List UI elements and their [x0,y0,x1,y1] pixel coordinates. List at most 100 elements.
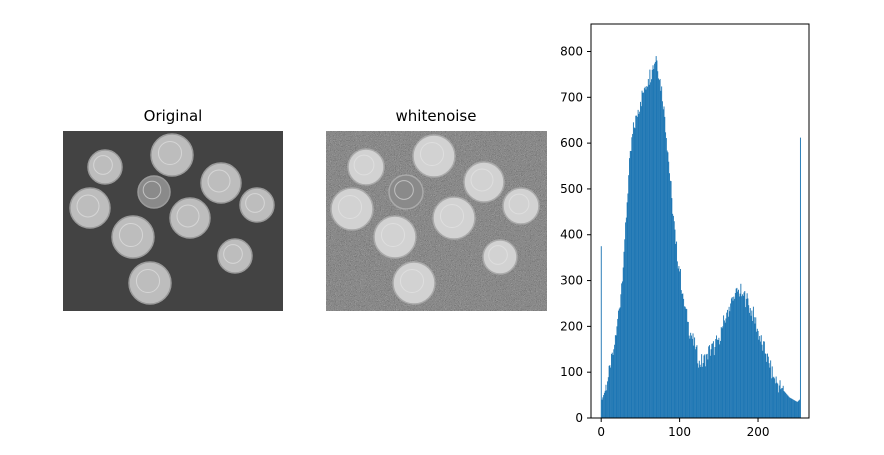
histogram-bar [638,113,640,419]
histogram-bar [647,78,649,418]
whitenoise-image [326,131,547,311]
y-tick-label: 200 [560,319,583,333]
histogram-bar [704,354,706,418]
histogram-bar [789,397,790,418]
histogram-bar [741,296,743,418]
histogram-bar [622,267,624,418]
histogram-bar [605,384,607,418]
coin-relief [337,194,363,220]
histogram-bar [707,359,709,418]
histogram-bar [784,391,786,418]
histogram-bar [740,283,742,418]
coin-relief [245,193,265,213]
histogram-bar [635,115,637,418]
histogram-bar [689,338,691,418]
histogram-bar [698,367,699,418]
histogram-bar [731,297,733,418]
y-tick-label: 700 [560,90,583,104]
histogram-bar [658,80,660,419]
x-tick-label: 100 [668,425,691,439]
histogram-bar [709,345,710,418]
histogram-bar [723,320,725,418]
histogram-bar [727,309,728,418]
histogram-bar [688,335,690,418]
histogram-bar [705,366,707,418]
histogram-bar [771,366,773,418]
histogram-bar [618,308,620,418]
histogram-bar [669,180,671,418]
original-image [63,131,283,311]
coin-relief [419,141,445,167]
histogram-bar [659,78,661,418]
histogram-bar [603,392,605,418]
histogram-bar [741,294,743,418]
original-coins [69,133,275,305]
histogram-bar [648,84,650,418]
histogram-bar [699,364,701,418]
histogram-bar [727,316,729,418]
y-tick-label: 500 [560,182,583,196]
histogram-bar [629,150,631,419]
histogram-bar [719,340,721,418]
histogram-bar [714,346,716,418]
histogram-bar [691,338,693,418]
histogram-bar [675,243,677,418]
histogram-bar [687,321,689,418]
histogram-bar [604,390,606,418]
histogram-bar [630,150,632,418]
y-axis: 0 100 200 300 400 500 600 700 800 [560,44,591,425]
histogram-bar [696,345,698,418]
histogram-bar [761,344,763,418]
histogram-bar [607,377,609,418]
histogram-bar [785,392,787,418]
histogram-bar [799,399,801,418]
histogram-bar [641,90,643,419]
histogram-bar [706,353,708,418]
histogram-bar [762,350,764,418]
histogram-bar [797,401,799,418]
histogram-bar [660,90,662,419]
histogram-bar [658,78,659,419]
coin-relief [470,168,494,192]
histogram-bar [776,382,778,418]
histogram-bar [737,291,739,418]
histogram-bar [610,367,612,418]
histogram-bar [639,111,641,418]
histogram-bar [775,376,777,418]
histogram-bar [782,385,784,418]
histogram-bar [728,306,730,418]
histogram-bar [676,261,678,418]
histogram-bar [752,306,754,418]
histogram-bar [756,331,758,418]
histogram-bar [629,158,630,418]
histogram-bar [705,354,707,418]
histogram-bar [656,60,658,419]
histogram-bar [665,132,667,419]
histogram-bar [640,101,641,418]
histogram-bar [614,344,616,418]
y-tick-label: 300 [560,274,583,288]
histogram-bar [693,345,695,418]
histogram-bar [720,327,722,418]
histogram-bar [680,268,681,418]
histogram-bar [749,308,751,418]
histogram-bar [753,317,755,418]
histogram-bar [799,137,801,419]
histogram-bar [764,353,766,418]
histogram-bar [646,86,648,418]
histogram-bar [647,86,649,418]
histogram-bar [664,116,666,419]
histogram-bar [759,341,761,418]
histogram-bar [672,213,674,418]
histogram-bar [601,399,603,418]
histogram-bar [645,89,647,419]
histogram-bar [632,133,634,418]
x-tick-label: 200 [747,425,770,439]
x-tick-label: 0 [597,425,605,439]
histogram-bar [786,394,788,418]
histogram-bar [754,323,756,418]
histogram-bar [671,198,673,418]
y-tick-label: 100 [560,365,583,379]
histogram-bar [710,349,712,418]
histogram-bar [789,397,791,418]
